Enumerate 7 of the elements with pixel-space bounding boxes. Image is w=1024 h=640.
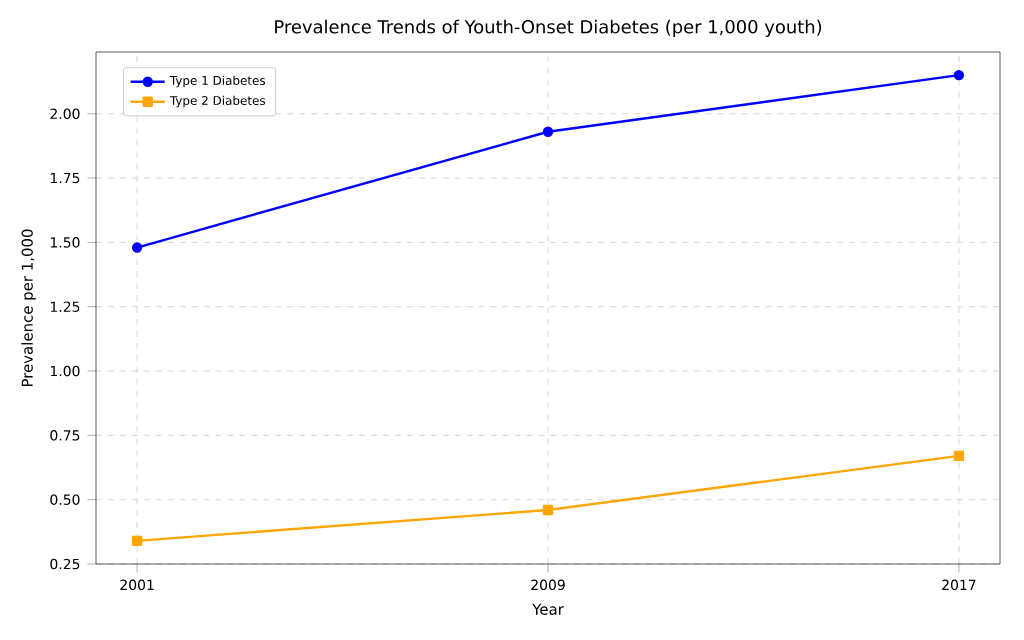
point xyxy=(542,126,554,137)
point xyxy=(131,535,143,547)
point xyxy=(131,242,143,253)
point xyxy=(953,450,965,462)
chart-title: Prevalence Trends of Youth-Onset Diabetes (per 1,000 youth) xyxy=(275,19,822,37)
point xyxy=(542,504,554,516)
point xyxy=(953,69,965,81)
